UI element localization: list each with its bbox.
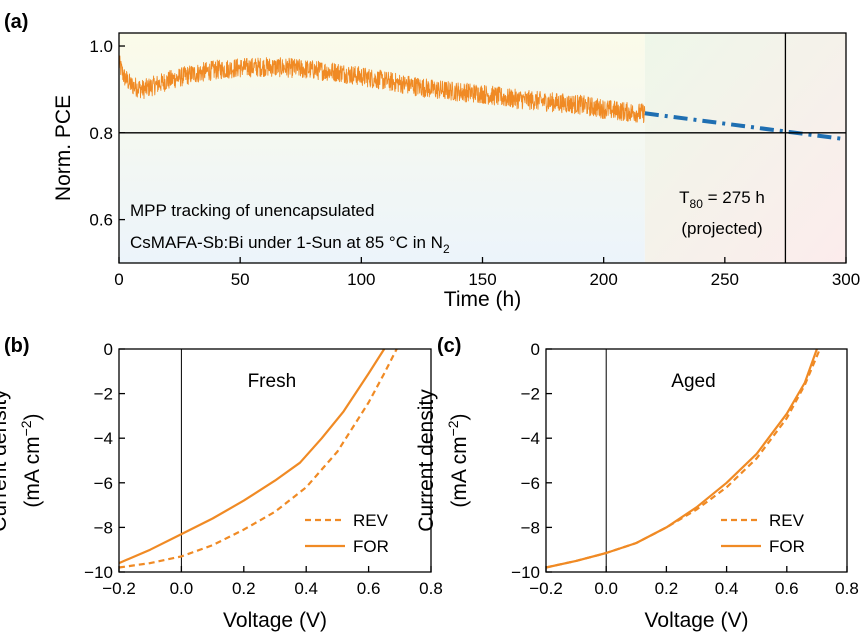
t80-label-subscript: 80 <box>690 197 704 211</box>
panel-b-x-axis-label: Voltage (V) <box>223 609 327 632</box>
panel-a-label: (a) <box>4 11 28 33</box>
panel-b-y-axis-label-line1: Current density <box>0 389 11 532</box>
panel-a-x-tick-label: 100 <box>347 270 375 289</box>
panel-b-y-tick-label: −2 <box>94 385 113 404</box>
annotation-line-2: CsMAFA-Sb:Bi under 1-Sun at 85 °C in N2 <box>130 233 450 256</box>
panel-c: (c) −0.2 0.0 0.2 0.4 0.6 0.8 0 −2 −4 −6 −8 −10 Curr… <box>415 335 859 632</box>
panel-c-x-axis-label: Voltage (V) <box>645 609 749 632</box>
annotation-line-1: MPP tracking of unencapsulated <box>130 201 374 220</box>
panel-c-y-unit: (mA cm <box>448 436 471 507</box>
panel-c-y-tick-label: −2 <box>521 385 540 404</box>
panel-b-y-tick-label: −4 <box>94 429 113 448</box>
panel-b-y-tick-label: −6 <box>94 474 113 493</box>
panel-b-x-tick-label: 0.6 <box>357 579 381 598</box>
panel-a-x-tick-label: 50 <box>231 270 250 289</box>
panel-c-x-tick-label: 0.4 <box>715 579 739 598</box>
panel-c-y-axis-label-line2: (mA cm−2) <box>445 413 471 507</box>
panel-c-y-unit-close: ) <box>448 413 471 420</box>
t80-label: T80 = 275 h <box>679 188 765 211</box>
panel-a: (a) 0 50 100 150 200 250 300 0.6 0.8 1.0 Norm. PC… <box>4 11 860 311</box>
panel-c-plot <box>545 348 821 572</box>
panel-b-label: (b) <box>4 335 30 357</box>
panel-c-x-tick-label: 0.8 <box>835 579 859 598</box>
panel-c-y-tick-label: −8 <box>521 518 540 537</box>
panel-a-x-tick-label: 0 <box>114 270 123 289</box>
panel-c-inner-title: Aged <box>671 371 715 392</box>
panel-a-plot <box>118 33 847 263</box>
panel-b-y-unit: (mA cm <box>21 436 44 507</box>
panel-c-y-tick-label: −4 <box>521 429 540 448</box>
panel-b-y-tick-label: −8 <box>94 518 113 537</box>
panel-a-y-tick-label: 0.6 <box>89 211 113 230</box>
panel-a-background <box>119 33 846 263</box>
panel-b-y-tick-label: 0 <box>104 340 113 359</box>
panel-a-y-axis-label: Norm. PCE <box>52 95 75 201</box>
panel-b-y-axis-label-line2: (mA cm−2) <box>18 413 44 507</box>
panel-c-ticks: −0.2 0.0 0.2 0.4 0.6 0.8 0 −2 −4 −6 −8 −10 <box>511 340 859 598</box>
projected-region-background <box>644 33 846 263</box>
panel-c-y-axis-label-line1: Current density <box>415 389 438 532</box>
panel-b-y-unit-exponent: −2 <box>18 420 34 436</box>
panel-b-y-tick-label: −10 <box>84 563 113 582</box>
panel-c-y-unit-exponent: −2 <box>445 420 461 436</box>
measured-norm-pce-line <box>118 55 646 124</box>
panel-b-frame <box>118 348 432 573</box>
b-legend-label-for: FOR <box>353 537 389 556</box>
panel-c-y-tick-label: −6 <box>521 474 540 493</box>
panel-b: (b) −0.2 0.0 0.2 0.4 0.6 0.8 0 −2 −4 −6 −8 −10 Curr… <box>0 335 443 632</box>
panel-a-x-tick-label: 300 <box>832 270 860 289</box>
panel-b-x-tick-label: 0.8 <box>419 579 443 598</box>
panel-b-ticks: −0.2 0.0 0.2 0.4 0.6 0.8 0 −2 −4 −6 −8 −10 <box>84 340 443 598</box>
c-legend-label-for: FOR <box>769 537 805 556</box>
panel-a-x-tick-label: 200 <box>589 270 617 289</box>
panel-c-y-tick-label: 0 <box>531 340 540 359</box>
panel-c-legend: REV FOR <box>721 511 805 556</box>
c-for-curve <box>545 348 818 569</box>
panel-a-ticks: 0 50 100 150 200 250 300 0.6 0.8 1.0 <box>89 37 860 289</box>
panel-c-x-tick-label: 0.2 <box>655 579 679 598</box>
b-rev-curve <box>118 348 398 569</box>
panel-b-inner-title: Fresh <box>248 371 297 392</box>
panel-a-x-tick-label: 250 <box>711 270 739 289</box>
panel-c-label: (c) <box>437 335 461 357</box>
t80-label-t: T <box>679 188 689 207</box>
panel-c-frame <box>545 348 848 573</box>
annotation-subscript: 2 <box>443 242 450 256</box>
panel-a-x-axis-label: Time (h) <box>444 288 521 311</box>
panel-b-plot <box>118 348 398 572</box>
annotation-line-2-text: CsMAFA-Sb:Bi under 1-Sun at 85 °C in N <box>130 233 443 252</box>
panel-c-x-tick-label: −0.2 <box>529 579 563 598</box>
panel-c-x-tick-label: 0.6 <box>775 579 799 598</box>
panel-c-y-tick-label: −10 <box>511 563 540 582</box>
panel-b-x-tick-label: 0.4 <box>294 579 318 598</box>
panel-b-x-tick-label: 0.2 <box>232 579 256 598</box>
c-legend-label-rev: REV <box>769 511 805 530</box>
b-legend-label-rev: REV <box>353 511 389 530</box>
panel-a-x-tick-label: 150 <box>468 270 496 289</box>
panel-a-y-tick-label: 1.0 <box>89 37 113 56</box>
panel-a-y-tick-label: 0.8 <box>89 124 113 143</box>
panel-b-y-unit-close: ) <box>21 413 44 420</box>
b-for-curve <box>118 348 386 565</box>
projected-trend-line <box>644 111 847 142</box>
panel-b-x-tick-label: −0.2 <box>102 579 136 598</box>
projected-label: (projected) <box>681 219 762 238</box>
t80-label-value: = 275 h <box>703 188 765 207</box>
panel-b-x-tick-label: 0.0 <box>170 579 194 598</box>
panel-b-legend: REV FOR <box>305 511 389 556</box>
panel-c-x-tick-label: 0.0 <box>594 579 618 598</box>
